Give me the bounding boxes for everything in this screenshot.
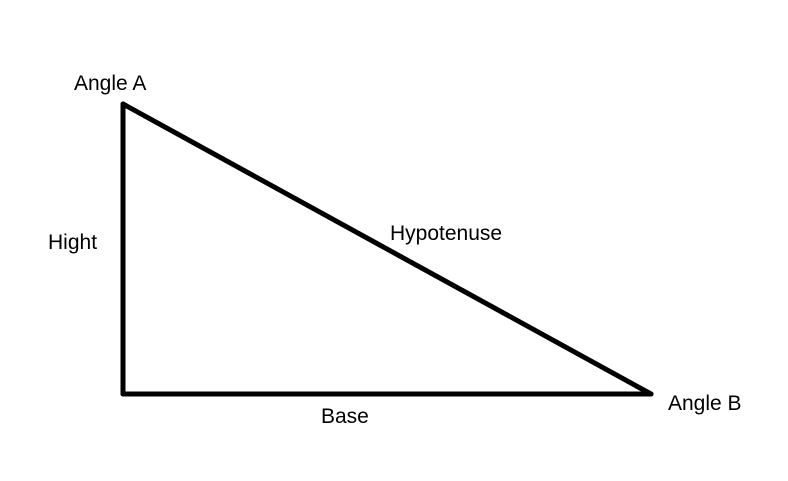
height-label: Hight — [48, 231, 98, 254]
angle-a-label: Angle A — [74, 72, 147, 95]
angle-b-label: Angle B — [668, 392, 742, 415]
hypotenuse-side — [120, 101, 654, 397]
base-label: Base — [321, 405, 369, 428]
hypotenuse-label: Hypotenuse — [390, 222, 503, 245]
